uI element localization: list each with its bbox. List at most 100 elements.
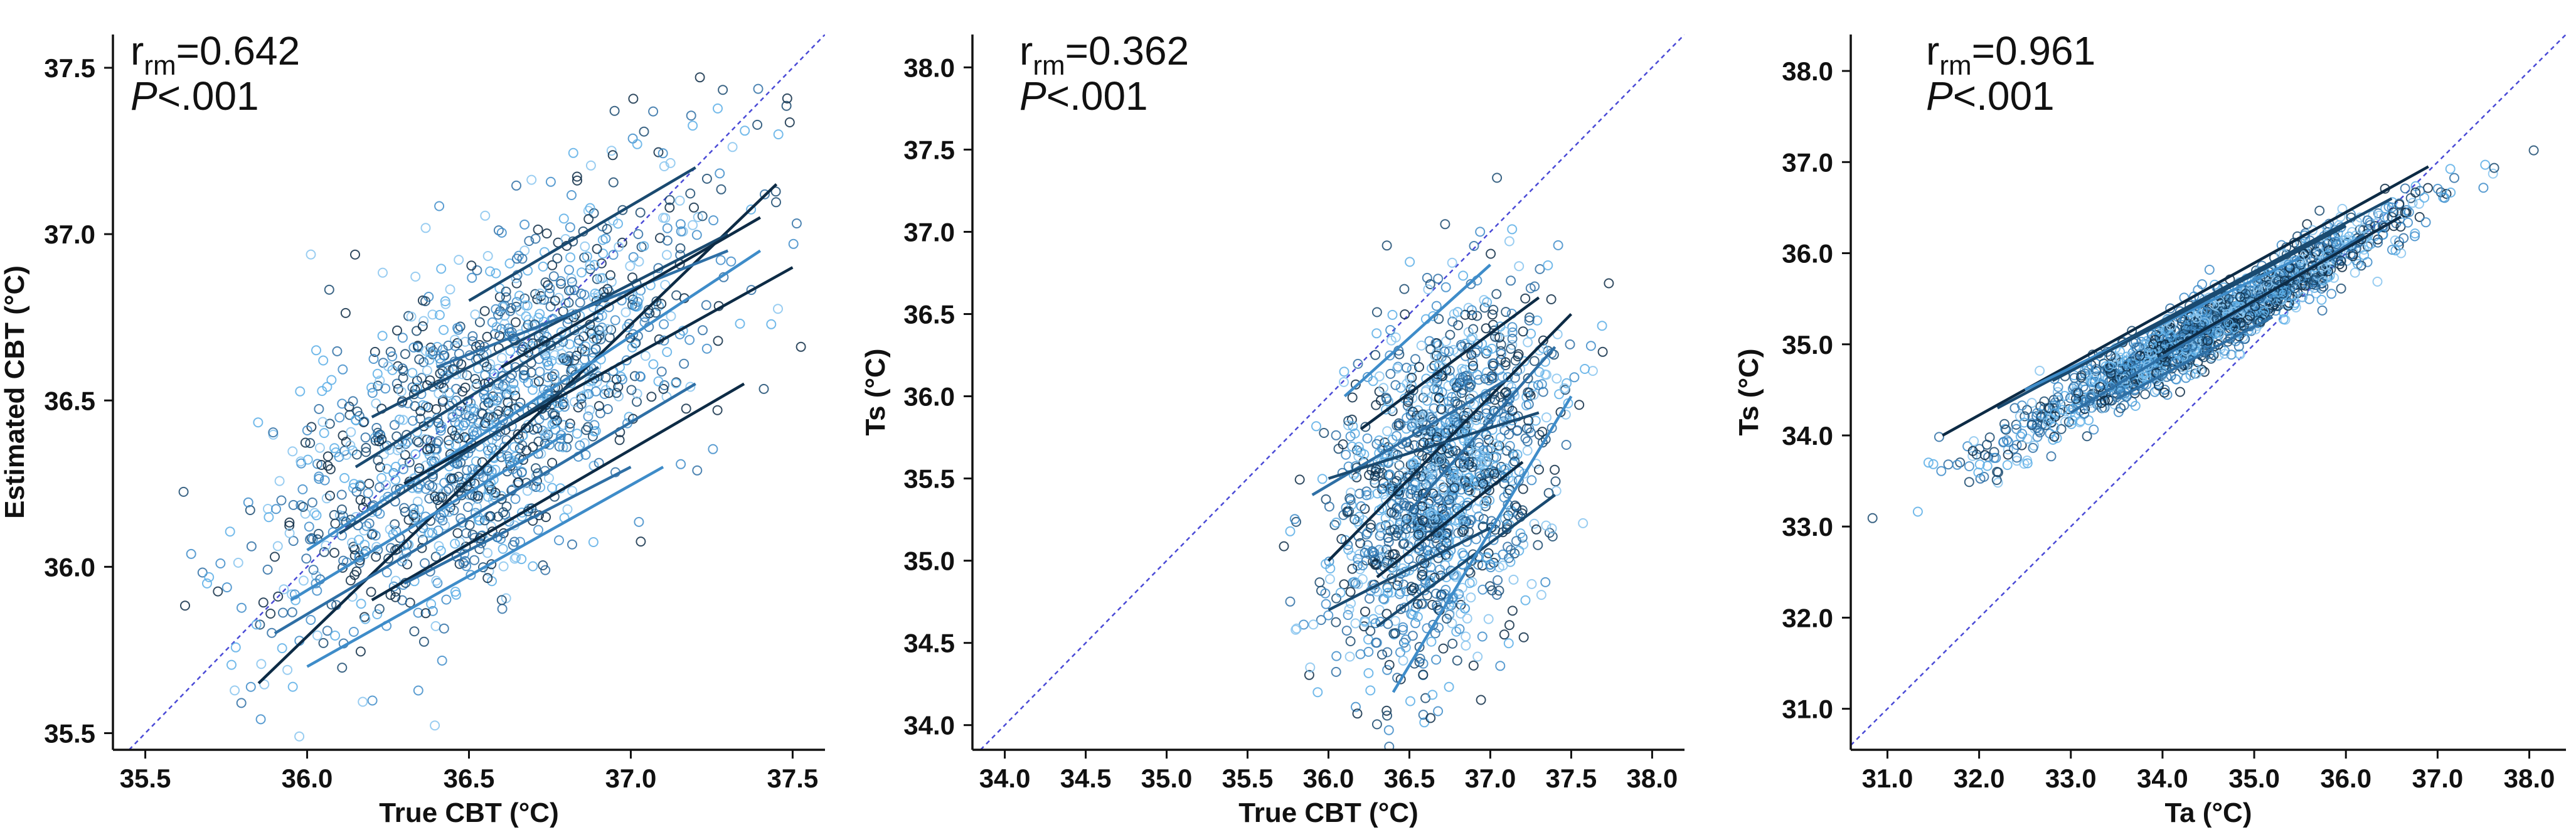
chart-svg: 31.0 32.0 33.0 34.0 35.0 36.0 37.0 38.0 31.0 32.0…	[1733, 28, 2566, 828]
scatter-point	[1461, 640, 1471, 651]
scatter-point	[1291, 623, 1302, 634]
regression-line	[2052, 224, 2347, 382]
chart-svg: 34.0 34.5 35.0 35.5 36.0 36.5 37.0 37.5 38.0 34.0…	[860, 28, 1685, 828]
scatter-point	[1399, 498, 1410, 508]
scatter-point	[2314, 248, 2324, 258]
scatter-point	[466, 570, 476, 580]
scatter-point	[614, 435, 625, 445]
scatter-point	[1498, 549, 1508, 560]
scatter-point	[2067, 415, 2078, 425]
scatter-point	[2028, 442, 2038, 453]
scatter-point	[1417, 450, 1427, 461]
scatter-point	[595, 408, 605, 418]
y-tick-label: 33.0	[1782, 512, 1833, 541]
scatter-point	[1444, 609, 1455, 619]
scatter-point	[535, 288, 545, 299]
scatter-point	[415, 406, 426, 417]
scatter-point	[1392, 476, 1402, 486]
scatter-point	[1417, 599, 1428, 609]
regression-line	[338, 366, 600, 535]
scatter-point	[565, 222, 575, 233]
scatter-point	[2009, 444, 2019, 454]
scatter-point	[375, 482, 385, 493]
scatter-point	[571, 350, 582, 361]
scatter-point	[580, 241, 590, 252]
scatter-point	[423, 418, 434, 429]
scatter-point	[2211, 307, 2222, 317]
scatter-point	[547, 408, 558, 419]
scatter-point	[537, 390, 548, 401]
scatter-point	[2377, 230, 2388, 240]
scatter-point	[735, 318, 745, 329]
scatter-point	[282, 664, 293, 675]
scatter-point	[1390, 628, 1401, 639]
scatter-point	[482, 331, 492, 342]
scatter-point	[460, 556, 471, 567]
scatter-point	[1569, 372, 1580, 383]
scatter-point	[317, 386, 327, 397]
scatter-point	[493, 392, 504, 403]
scatter-point	[420, 223, 431, 233]
scatter-point	[1444, 346, 1454, 356]
scatter-point	[1351, 472, 1362, 482]
scatter-point	[1501, 387, 1511, 397]
scatter-point	[337, 663, 348, 673]
scatter-point	[1347, 563, 1358, 574]
x-tick-label: 34.0	[2137, 764, 2188, 793]
scatter-point	[1474, 375, 1484, 385]
scatter-point	[1530, 415, 1541, 426]
scatter-point	[2053, 392, 2063, 402]
scatter-point	[359, 540, 370, 550]
regression-line	[1996, 197, 2393, 410]
scatter-point	[523, 378, 533, 388]
scatter-point	[1316, 615, 1326, 626]
scatter-point	[531, 482, 541, 493]
scatter-point	[326, 375, 337, 385]
scatter-point	[2076, 370, 2087, 381]
scatter-point	[521, 311, 531, 322]
regression-line	[274, 382, 696, 635]
scatter-point	[701, 343, 712, 354]
scatter-point	[1417, 515, 1428, 526]
scatter-point	[1543, 488, 1554, 498]
scatter-point	[413, 437, 424, 448]
y-tick-label: 37.0	[44, 220, 95, 249]
scatter-point	[1400, 519, 1411, 530]
scatter-point	[2414, 211, 2425, 222]
scatter-point	[2171, 353, 2182, 364]
scatter-point	[2284, 275, 2294, 286]
scatter-point	[530, 233, 541, 244]
scatter-point	[2271, 297, 2282, 307]
scatter-point	[460, 336, 471, 347]
scatter-point	[627, 342, 637, 353]
scatter-point	[2035, 365, 2045, 376]
scatter-point	[1353, 358, 1363, 369]
scatter-point	[294, 731, 305, 742]
scatter-point	[258, 597, 269, 608]
scatter-point	[1511, 502, 1522, 513]
scatter-point	[1546, 294, 1557, 304]
scatter-point	[230, 642, 241, 653]
scatter-point	[404, 457, 415, 467]
scatter-point	[555, 276, 566, 287]
scatter-point	[374, 604, 385, 614]
scatter-point	[585, 405, 595, 415]
scatter-point	[1537, 437, 1548, 448]
scatter-point	[1364, 470, 1375, 481]
scatter-point	[1912, 506, 1923, 517]
y-tick-label: 32.0	[1782, 603, 1833, 632]
scatter-point	[1362, 433, 1373, 444]
scatter-point	[1331, 617, 1341, 627]
regression-line	[257, 183, 778, 685]
scatter-point	[2329, 272, 2339, 283]
scatter-point	[1427, 690, 1438, 700]
scatter-point	[1345, 636, 1356, 646]
scatter-point	[412, 383, 423, 393]
regression-line	[1328, 526, 1491, 612]
scatter-point	[600, 372, 611, 383]
scatter-point	[1533, 540, 1543, 550]
scatter-point	[390, 545, 400, 555]
scatter-point	[1399, 602, 1410, 613]
scatter-point	[1467, 332, 1478, 343]
scatter-point	[543, 372, 553, 383]
